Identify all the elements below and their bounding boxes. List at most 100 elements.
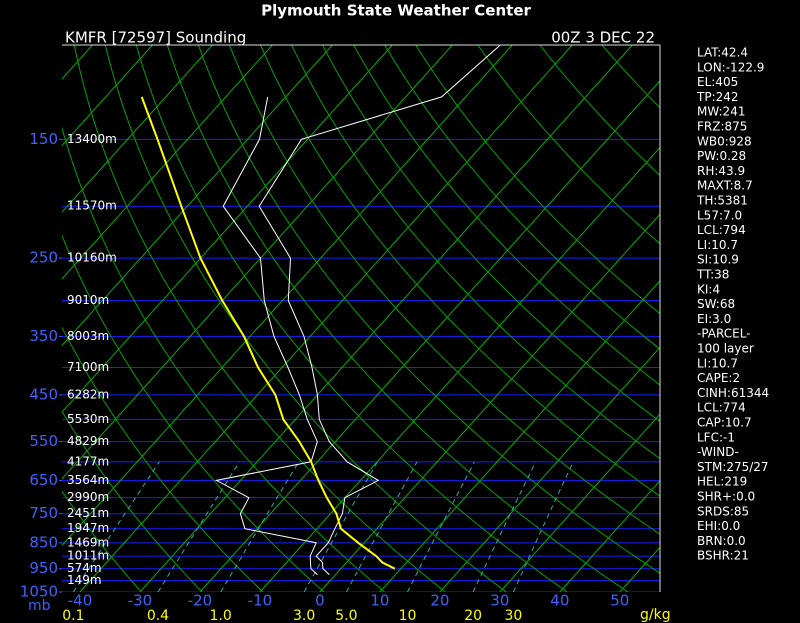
index-text: EL:405 <box>697 75 738 89</box>
x-tick-label: -30 <box>128 592 153 610</box>
dry-adiabat <box>135 45 568 592</box>
y-tick-label: 1050 <box>20 583 58 601</box>
dry-adiabat <box>62 326 264 592</box>
height-label: 4829m <box>67 434 109 448</box>
isotherm <box>259 146 660 592</box>
height-label: 7100m <box>67 360 109 374</box>
height-label: 4177m <box>67 454 109 468</box>
height-label: 2451m <box>67 506 109 520</box>
dry-adiabat <box>62 234 325 592</box>
dry-adiabat <box>353 45 660 386</box>
y-axis-label: mb <box>28 598 51 614</box>
dry-adiabat <box>384 45 660 350</box>
index-text: LON:-122.9 <box>697 60 764 74</box>
height-label: 2990m <box>67 490 109 504</box>
index-text: CAPE:2 <box>697 371 740 385</box>
index-text: EI:3.0 <box>697 312 731 326</box>
isotherm <box>379 280 660 592</box>
x-tick-label: 50 <box>610 592 629 610</box>
mixing-ratio-label: 10 <box>399 608 417 623</box>
dry-adiabat <box>166 45 629 592</box>
index-text: BSHR:21 <box>697 549 749 563</box>
dry-adiabat <box>62 126 385 592</box>
index-text: SI:10.9 <box>697 253 739 267</box>
height-label: 3564m <box>67 473 109 487</box>
dry-adiabat <box>197 45 660 574</box>
height-label: 11570m <box>67 199 117 213</box>
y-tick-label: 450 <box>29 385 58 403</box>
dry-adiabat <box>62 410 203 592</box>
y-tick-label: 850 <box>29 533 58 551</box>
dry-adiabat <box>62 490 142 592</box>
isotherm <box>62 45 513 547</box>
index-text: 100 layer <box>697 342 754 356</box>
mixing-ratio-label: 0.4 <box>147 608 169 623</box>
mixing-ratio-line <box>345 461 418 592</box>
y-tick-label: 250 <box>29 249 58 267</box>
index-text: EHI:0.0 <box>697 519 740 533</box>
x-tick-label: 0 <box>315 592 325 610</box>
index-text: PW:0.28 <box>697 149 746 163</box>
index-text: RH:43.9 <box>697 164 745 178</box>
height-label: 6282m <box>67 387 109 401</box>
height-label: 13400m <box>67 132 117 146</box>
x-tick-label: 10 <box>370 592 389 610</box>
profile-line <box>258 45 501 576</box>
y-tick-label: 950 <box>29 559 58 577</box>
index-text: L57:7.0 <box>697 208 742 222</box>
index-text: LI:10.7 <box>697 238 738 252</box>
index-text: CINH:61344 <box>697 386 769 400</box>
isotherm <box>62 45 273 280</box>
x-tick-label: 30 <box>490 592 509 610</box>
index-text: HEL:219 <box>697 475 747 489</box>
profile-line <box>214 96 318 576</box>
mixing-ratio-label: 20 <box>464 608 482 623</box>
mixing-ratio-label: 3.0 <box>293 608 315 623</box>
x-tick-label: 40 <box>550 592 569 610</box>
dry-adiabat <box>73 45 446 592</box>
mixing-ratio-label: 0.1 <box>62 608 84 623</box>
index-text: LCL:794 <box>697 223 746 237</box>
index-text: FRZ:875 <box>697 120 747 134</box>
chart-title: Plymouth State Weather Center <box>261 2 531 20</box>
isotherm <box>559 479 660 592</box>
mixing-ratio-line <box>220 461 300 592</box>
isotherm <box>62 45 333 347</box>
index-text: TT:38 <box>696 268 729 282</box>
dry-adiabat <box>322 45 660 423</box>
x-tick-label: -20 <box>188 592 213 610</box>
index-text: TP:242 <box>696 90 739 104</box>
height-label: 10160m <box>67 251 117 265</box>
index-text: TH:5381 <box>696 194 748 208</box>
isotherm <box>79 45 573 592</box>
index-text: CAP:10.7 <box>697 416 752 430</box>
chart-subtitle: KMFR [72597] Sounding <box>65 29 246 47</box>
isotherm <box>62 45 453 480</box>
isotherm <box>62 45 153 147</box>
dry-adiabat <box>415 45 660 315</box>
mixing-ratio-label: 30 <box>505 608 523 623</box>
isotherm <box>499 413 660 592</box>
isotherm <box>62 45 213 213</box>
y-tick-label: 650 <box>29 471 58 489</box>
height-label: 1011m <box>67 549 109 563</box>
isotherm <box>199 80 660 592</box>
mixing-ratio-line <box>157 461 241 592</box>
chart-date: 00Z 3 DEC 22 <box>551 29 655 47</box>
mixing-ratio-line <box>407 461 475 592</box>
index-text: BRN:0.0 <box>697 534 746 548</box>
dry-adiabat <box>477 45 660 245</box>
x-tick-label: -40 <box>68 592 93 610</box>
index-text: LI:10.7 <box>697 356 738 370</box>
height-label: 8003m <box>67 329 109 343</box>
dry-adiabat <box>291 45 660 460</box>
dry-adiabat <box>228 45 660 535</box>
index-text: STM:275/27 <box>697 460 769 474</box>
x-tick-label: 20 <box>430 592 449 610</box>
height-label: 1947m <box>67 521 109 535</box>
isotherm <box>319 213 660 592</box>
height-label: 9010m <box>67 293 109 307</box>
dry-adiabat <box>260 45 660 497</box>
